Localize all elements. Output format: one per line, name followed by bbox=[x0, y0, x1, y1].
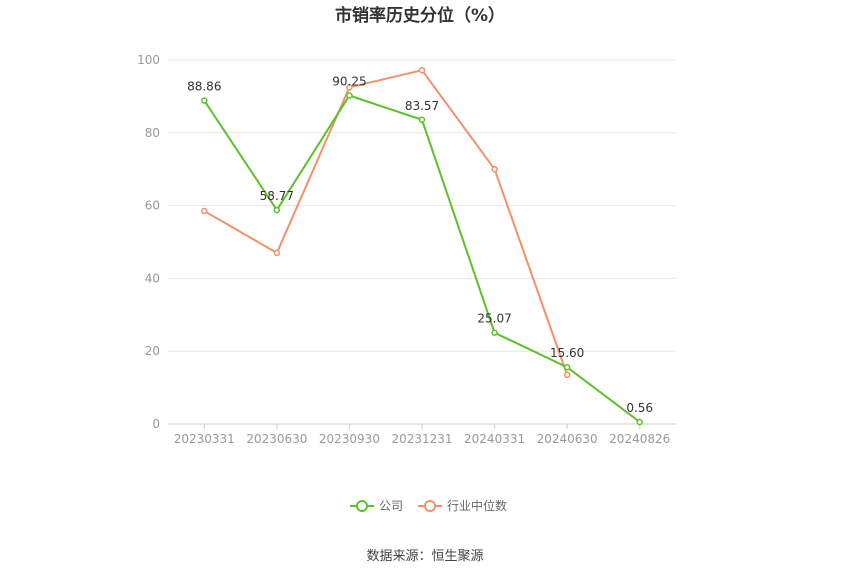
data-point bbox=[346, 84, 353, 91]
x-axis: 20230331 20230630 20230930 20231231 20240331… bbox=[174, 424, 670, 446]
grid bbox=[168, 59, 676, 425]
data-point bbox=[273, 249, 281, 257]
y-tick-label: 60 bbox=[145, 199, 160, 213]
data-label: 90.25 bbox=[332, 74, 366, 88]
legend-label: 公司 bbox=[379, 499, 403, 513]
data-point bbox=[273, 206, 281, 214]
x-tick-label: 20231231 bbox=[391, 432, 452, 446]
data-label: 88.86 bbox=[187, 80, 221, 94]
data-point bbox=[201, 207, 208, 215]
x-tick-label: 20240630 bbox=[537, 432, 598, 446]
series-line-industry-median bbox=[203, 69, 569, 376]
legend-item-company[interactable]: 公司 bbox=[350, 499, 403, 513]
data-point bbox=[563, 371, 571, 379]
data-point bbox=[491, 165, 498, 173]
y-axis: 0 20 40 60 80 100 bbox=[137, 53, 160, 431]
data-point bbox=[491, 329, 498, 336]
data-label: 25.07 bbox=[477, 312, 511, 326]
source-text: 数据来源：恒生聚源 bbox=[366, 549, 483, 564]
y-tick-label: 80 bbox=[145, 126, 160, 140]
data-point bbox=[346, 92, 353, 99]
data-label: 0.56 bbox=[626, 401, 653, 415]
x-tick-label: 20230331 bbox=[174, 432, 235, 446]
data-point bbox=[418, 116, 426, 124]
y-tick-label: 40 bbox=[145, 271, 160, 285]
data-label: 83.57 bbox=[405, 99, 439, 113]
x-tick-label: 20240331 bbox=[464, 432, 525, 446]
y-tick-label: 20 bbox=[145, 344, 160, 358]
data-label: 58.77 bbox=[260, 189, 294, 203]
legend-label: 行业中位数 bbox=[447, 498, 507, 513]
series-layer bbox=[201, 66, 643, 426]
legend-item-industry-median[interactable]: 行业中位数 bbox=[418, 498, 507, 513]
chart-title: 市销率历史分位（%） bbox=[335, 5, 505, 26]
x-tick-label: 20230930 bbox=[319, 432, 380, 446]
data-label: 15.60 bbox=[550, 346, 584, 360]
legend-marker bbox=[356, 500, 368, 512]
y-tick-label: 100 bbox=[137, 53, 160, 67]
data-labels: 88.86 58.77 90.25 83.57 25.07 15.60 0.56 bbox=[187, 74, 653, 414]
series-line-company bbox=[203, 94, 641, 423]
data-point bbox=[636, 418, 643, 426]
legend-marker bbox=[424, 500, 436, 512]
x-tick-label: 20230630 bbox=[246, 432, 307, 446]
data-point bbox=[418, 66, 426, 74]
data-point bbox=[563, 363, 571, 371]
legend[interactable]: 公司 行业中位数 bbox=[350, 498, 507, 513]
x-tick-label: 20240826 bbox=[609, 432, 670, 446]
y-tick-label: 0 bbox=[152, 417, 160, 431]
data-point bbox=[201, 97, 208, 104]
